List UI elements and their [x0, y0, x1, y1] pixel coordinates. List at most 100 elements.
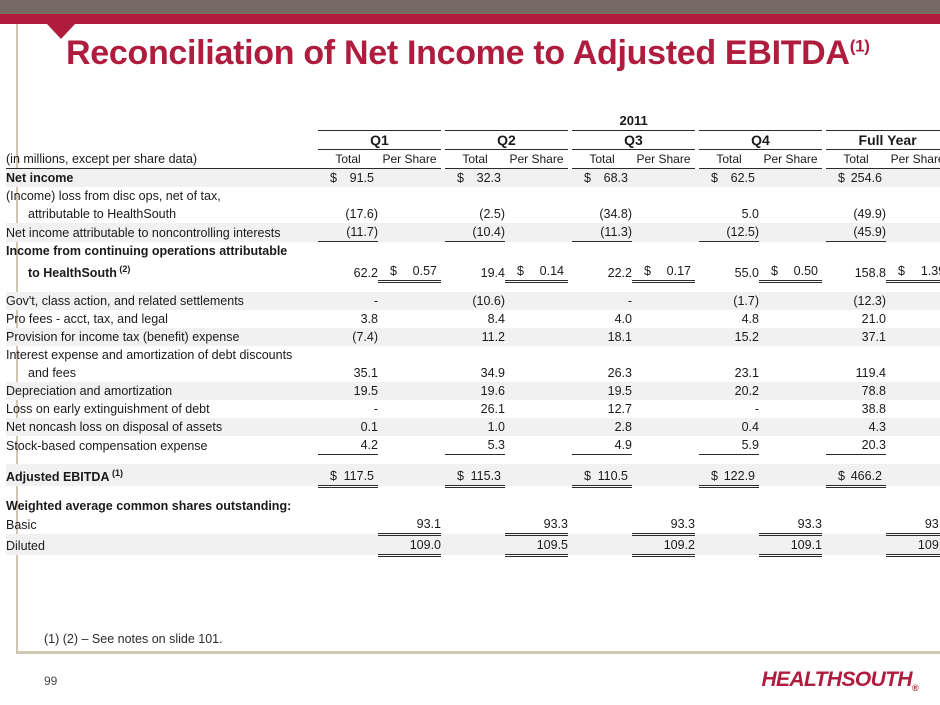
cell-per-share	[886, 346, 940, 364]
cell-per-share	[759, 292, 822, 310]
cell-per-share	[759, 242, 822, 260]
cell-per-share: $0.50	[759, 259, 822, 284]
triangle-marker-icon	[47, 24, 75, 39]
cell-per-share	[378, 400, 441, 418]
currency-symbol: $	[330, 171, 337, 185]
cell-total: 5.0	[741, 207, 759, 221]
currency-symbol: $	[711, 171, 718, 185]
cell-total	[826, 534, 886, 555]
cell-per-share	[632, 382, 695, 400]
table-row: Net income $91.5 $32.3 $68.3 $62.5 $254.6	[6, 168, 940, 188]
cell-total: $117.5	[318, 464, 378, 488]
cell-per-share	[886, 310, 940, 328]
cell-total	[826, 242, 886, 260]
cell-per-share: 109.5	[505, 534, 568, 557]
cell-per-share: $1.39	[886, 259, 940, 284]
cell-per-share	[378, 205, 441, 223]
cell-total: (11.7)	[318, 223, 378, 242]
cell-per-share	[759, 310, 822, 328]
cell-total: $110.5	[572, 464, 632, 488]
row-label: Pro fees - acct, tax, and legal	[6, 312, 168, 327]
table-subheader-total: Total	[699, 149, 759, 169]
cell-per-share: 109.0	[378, 534, 441, 557]
cell-total: $62.5	[699, 169, 759, 188]
footer-divider-rule	[16, 651, 940, 654]
cell-per-share	[886, 364, 940, 382]
row-label: Gov't, class action, and related settlem…	[6, 294, 244, 309]
row-label: Depreciation and amortization	[6, 384, 173, 399]
cell-total: 23.1	[734, 366, 759, 381]
cell-per-share	[759, 464, 822, 486]
table-row: Pro fees - acct, tax, and legal 3.8 8.4 4.0…	[6, 310, 940, 328]
row-label: attributable to HealthSouth	[28, 207, 177, 221]
cell-total	[699, 515, 759, 535]
cell-total: (1.7)	[733, 294, 759, 309]
cell-per-share	[759, 382, 822, 400]
currency-symbol: $	[644, 264, 651, 279]
cell-total	[445, 187, 505, 205]
cell-total: 4.3	[868, 420, 886, 435]
cell-per-share	[886, 187, 940, 205]
cell-per-share: 93.3	[886, 514, 940, 536]
table-subheader-per-share: Per Share	[886, 149, 940, 169]
cell-value: 0.57	[412, 264, 437, 279]
left-accent-rule	[16, 24, 18, 652]
table-subheader-total: Total	[318, 149, 378, 169]
cell-per-share	[505, 436, 568, 455]
currency-symbol: $	[898, 264, 905, 279]
cell-per-share	[632, 346, 695, 364]
cell-per-share	[759, 223, 822, 242]
cell-per-share: 93.3	[505, 514, 568, 536]
row-label: Net noncash loss on disposal of assets	[6, 420, 223, 435]
table-spacer-row	[6, 455, 940, 465]
row-label: Net income	[6, 171, 74, 185]
cell-total	[572, 515, 632, 535]
cell-value: 254.6	[850, 171, 882, 185]
cell-total: $91.5	[318, 169, 378, 188]
cell-total	[699, 346, 759, 364]
cell-per-share: 93.1	[378, 514, 441, 536]
cell-per-share	[505, 418, 568, 436]
cell-value: 32.3	[476, 171, 501, 185]
cell-per-share	[759, 436, 822, 455]
financial-table-container: 2011 Q1 Q2 Q3 Q4 Full Year (in millions, excep…	[6, 112, 940, 557]
cell-total	[572, 534, 632, 555]
cell-per-share	[632, 418, 695, 436]
cell-per-share	[886, 328, 940, 346]
cell-total: 35.1	[353, 366, 378, 381]
cell-total: $68.3	[572, 169, 632, 188]
table-subheader-per-share: Per Share	[378, 149, 441, 169]
cell-value: 91.5	[349, 171, 374, 185]
table-row: Gov't, class action, and related settlem…	[6, 292, 940, 311]
cell-per-share	[505, 497, 568, 515]
row-label: Diluted	[6, 539, 45, 554]
cell-per-share	[886, 400, 940, 418]
cell-per-share	[632, 187, 695, 205]
cell-total: 62.2	[353, 265, 378, 280]
cell-total	[572, 242, 632, 260]
cell-per-share	[378, 497, 441, 515]
table-spacer-row	[6, 282, 940, 293]
row-label: Adjusted EBITDA (1)	[6, 468, 123, 485]
cell-total: -	[627, 294, 632, 309]
table-spacer-cell	[6, 455, 940, 465]
cell-total: 26.3	[607, 366, 632, 381]
cell-total	[699, 187, 759, 205]
table-header-period-row: Q1 Q2 Q3 Q4 Full Year	[6, 130, 940, 150]
cell-per-share: $0.14	[505, 259, 568, 284]
cell-total: 2.8	[614, 420, 632, 435]
cell-total	[318, 187, 378, 205]
cell-per-share: 109.2	[886, 534, 940, 557]
cell-per-share	[378, 364, 441, 382]
cell-total	[318, 497, 378, 515]
cell-per-share: 109.1	[759, 534, 822, 557]
row-label: (Income) loss from disc ops, net of tax,	[6, 189, 221, 203]
cell-total: 20.2	[734, 384, 759, 399]
cell-per-share	[759, 169, 822, 188]
cell-per-share	[632, 464, 695, 486]
table-header-period-q2: Q2	[445, 130, 568, 150]
cell-total: 11.2	[481, 330, 505, 345]
cell-value: 122.9	[723, 468, 755, 483]
cell-total	[699, 242, 759, 260]
cell-per-share	[632, 205, 695, 223]
